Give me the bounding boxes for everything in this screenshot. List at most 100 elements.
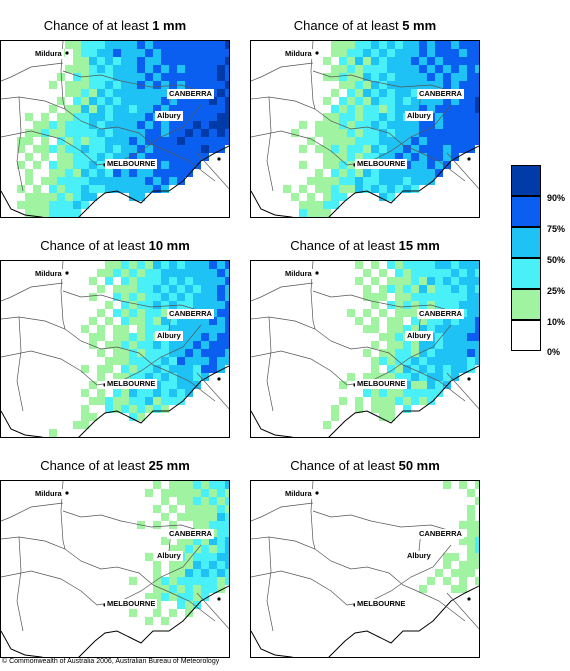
- grid-cell: [65, 185, 73, 193]
- grid-cell: [395, 301, 403, 309]
- grid-cell: [217, 585, 225, 593]
- grid-cell: [395, 177, 403, 185]
- grid-cell: [459, 277, 467, 285]
- grid-cell: [161, 105, 169, 113]
- grid-cell: [307, 209, 315, 217]
- grid-cell: [323, 97, 331, 105]
- grid-cell: [161, 161, 169, 169]
- grid-cell: [121, 277, 129, 285]
- grid-cell: [459, 81, 467, 89]
- grid-cell: [169, 593, 177, 601]
- grid-cell: [459, 285, 467, 293]
- grid-cell: [403, 129, 411, 137]
- grid-cell: [97, 285, 105, 293]
- grid-cell: [419, 121, 427, 129]
- grid-cell: [411, 349, 419, 357]
- grid-cell: [209, 301, 217, 309]
- grid-cell: [379, 397, 387, 405]
- grid-cell: [475, 577, 479, 585]
- grid-cell: [33, 217, 41, 218]
- grid-cell: [209, 513, 217, 521]
- grid-cell: [387, 97, 395, 105]
- grid-cell: [169, 121, 177, 129]
- grid-cell: [323, 57, 331, 65]
- grid-cell: [363, 145, 371, 153]
- grid-cell: [161, 169, 169, 177]
- grid-cell: [427, 397, 435, 405]
- grid-cell: [387, 41, 395, 49]
- grid-cell: [113, 89, 121, 97]
- grid-cell: [145, 261, 153, 269]
- grid-cell: [145, 73, 153, 81]
- grid-cell: [81, 325, 89, 333]
- grid-cell: [97, 325, 105, 333]
- grid-cell: [209, 437, 217, 438]
- grid-cell: [363, 285, 371, 293]
- grid-cell: [299, 161, 307, 169]
- grid-cell: [113, 217, 121, 218]
- grid-cell: [201, 513, 209, 521]
- grid-cell: [459, 333, 467, 341]
- grid-cell: [347, 309, 355, 317]
- grid-cell: [451, 285, 459, 293]
- grid-cell: [403, 177, 411, 185]
- grid-cell: [475, 49, 479, 57]
- grid-cell: [169, 489, 177, 497]
- grid-cell: [395, 285, 403, 293]
- grid-cell: [193, 129, 201, 137]
- grid-cell: [153, 73, 161, 81]
- grid-cell: [443, 49, 451, 57]
- grid-cell: [201, 217, 209, 218]
- grid-cell: [435, 569, 443, 577]
- grid-cell: [81, 137, 89, 145]
- grid-cell: [225, 537, 229, 545]
- grid-cell: [387, 405, 395, 413]
- town-label-melbourne: MELBOURNE: [355, 599, 408, 609]
- grid-cell: [153, 561, 161, 569]
- grid-cell: [105, 49, 113, 57]
- grid-cell: [467, 553, 475, 561]
- grid-cell: [105, 341, 113, 349]
- grid-cell: [185, 145, 193, 153]
- grid-cell: [419, 129, 427, 137]
- grid-cell: [355, 177, 363, 185]
- grid-cell: [161, 153, 169, 161]
- grid-cell: [185, 49, 193, 57]
- grid-cell: [217, 341, 225, 349]
- grid-cell: [97, 217, 105, 218]
- grid-cell: [57, 185, 65, 193]
- grid-cell: [475, 269, 479, 277]
- grid-cell: [403, 153, 411, 161]
- grid-cell: [355, 185, 363, 193]
- grid-cell: [331, 145, 339, 153]
- grid-cell: [339, 41, 347, 49]
- grid-cell: [355, 121, 363, 129]
- grid-cell: [121, 357, 129, 365]
- town-label-canberra: CANBERRA: [167, 309, 214, 319]
- grid-cell: [347, 73, 355, 81]
- grid-cell: [145, 97, 153, 105]
- grid-cell: [475, 217, 480, 218]
- grid-cell: [129, 41, 137, 49]
- grid-cell: [25, 169, 33, 177]
- grid-cell: [427, 65, 435, 73]
- grid-cell: [395, 373, 403, 381]
- grid-cell: [201, 553, 209, 561]
- grid-cell: [451, 73, 459, 81]
- grid-cell: [97, 49, 105, 57]
- grid-cell: [225, 261, 229, 269]
- grid-cell: [209, 65, 217, 73]
- coastline: [1, 365, 229, 437]
- grid-cell: [459, 301, 467, 309]
- legend-swatch-50: [511, 227, 541, 258]
- grid-cell: [193, 373, 201, 381]
- grid-cell: [225, 105, 229, 113]
- grid-cell: [121, 293, 129, 301]
- grid-cell: [121, 301, 129, 309]
- grid-cell: [201, 269, 209, 277]
- grid-cell: [331, 73, 339, 81]
- grid-cell: [387, 341, 395, 349]
- grid-cell: [161, 121, 169, 129]
- grid-cell: [217, 301, 225, 309]
- grid-cell: [475, 293, 479, 301]
